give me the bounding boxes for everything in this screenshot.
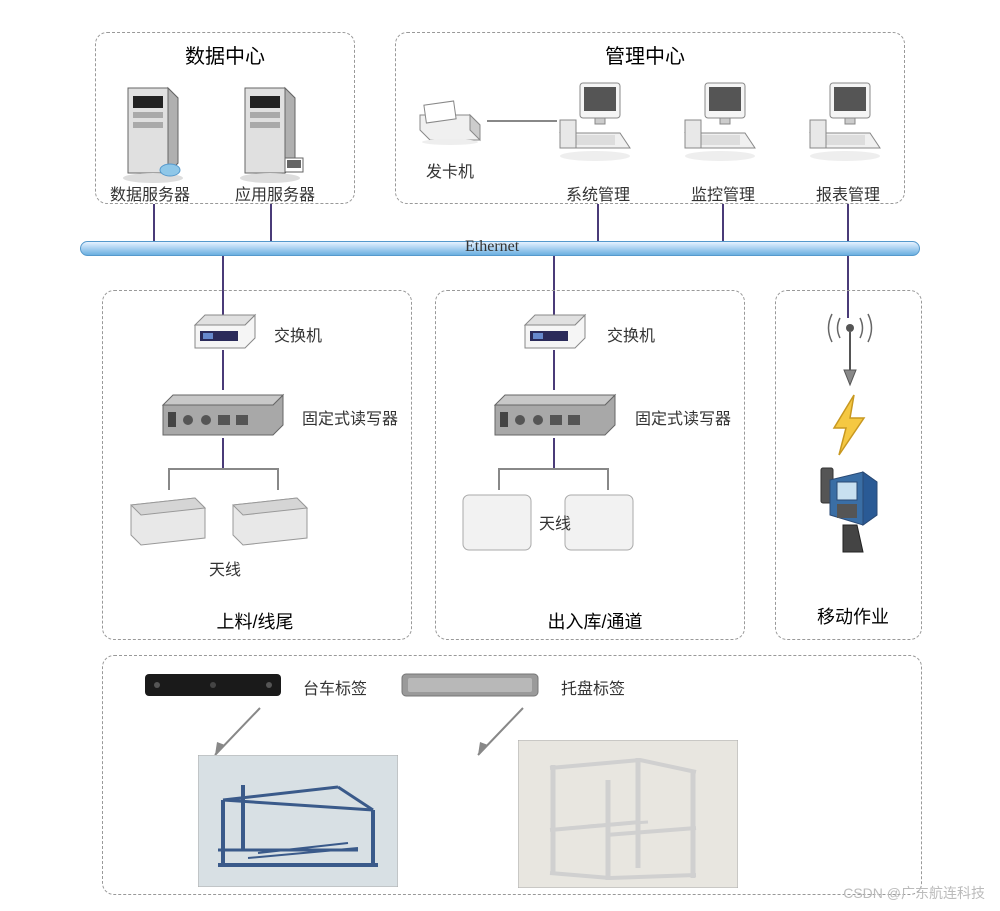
data-center-title: 数据中心 [150, 40, 300, 69]
mgmt-center-title: 管理中心 [570, 40, 720, 69]
pc-icon [680, 78, 760, 163]
switch-icon [190, 313, 260, 353]
antenna-label-a: 天线 [200, 556, 250, 580]
server-icon [235, 78, 310, 188]
pallet-tag-label: 托盘标签 [548, 675, 638, 699]
card-issuer-icon [415, 95, 485, 145]
hline [498, 468, 608, 470]
reader-icon [490, 390, 620, 440]
vline [498, 468, 500, 490]
trolley-tag-icon [143, 670, 283, 700]
vline [277, 468, 279, 490]
vline [607, 468, 609, 490]
station-a-title: 上料/线尾 [190, 608, 320, 634]
reader-label-a: 固定式读写器 [290, 405, 410, 429]
card-issuer-label: 发卡机 [415, 158, 485, 182]
pallet-rack-photo-icon [518, 740, 738, 888]
mobile-title: 移动作业 [808, 603, 898, 629]
antenna-panel-icon [458, 490, 538, 555]
connector-line [487, 120, 557, 122]
server-icon [118, 78, 188, 188]
wireless-bolt-icon [824, 390, 874, 460]
pc-label-sys: 系统管理 [553, 181, 643, 205]
data-server-label: 数据服务器 [95, 181, 205, 205]
vline [222, 350, 224, 390]
handheld-scanner-icon [815, 460, 890, 560]
watermark-text: CSDN @广东航连科技 [843, 883, 985, 903]
vline [222, 438, 224, 468]
station-b-title: 出入库/通道 [520, 608, 670, 634]
pc-label-monitor: 监控管理 [678, 181, 768, 205]
antenna-label-b: 天线 [530, 510, 580, 534]
pc-icon [555, 78, 635, 163]
vline [153, 204, 155, 241]
vline [553, 438, 555, 468]
antenna-icon [123, 490, 213, 550]
switch-icon [520, 313, 590, 353]
hline [168, 468, 278, 470]
vline [168, 468, 170, 490]
trolley-photo-icon [198, 755, 398, 887]
switch-label-a: 交换机 [263, 322, 333, 346]
pallet-tag-icon [400, 670, 540, 700]
pc-icon [805, 78, 885, 163]
vline [270, 204, 272, 241]
vline [553, 350, 555, 390]
antenna-icon [225, 490, 315, 550]
switch-label-b: 交换机 [596, 322, 666, 346]
trolley-tag-label: 台车标签 [290, 675, 380, 699]
vline [847, 204, 849, 241]
reader-icon [158, 390, 288, 440]
app-server-label: 应用服务器 [215, 181, 335, 205]
station-b-box [435, 290, 745, 640]
vline [722, 204, 724, 241]
vline [597, 204, 599, 241]
wireless-antenna-icon [820, 310, 880, 390]
reader-label-b: 固定式读写器 [623, 405, 743, 429]
pc-label-report: 报表管理 [803, 181, 893, 205]
ethernet-label: Ethernet [465, 238, 519, 256]
